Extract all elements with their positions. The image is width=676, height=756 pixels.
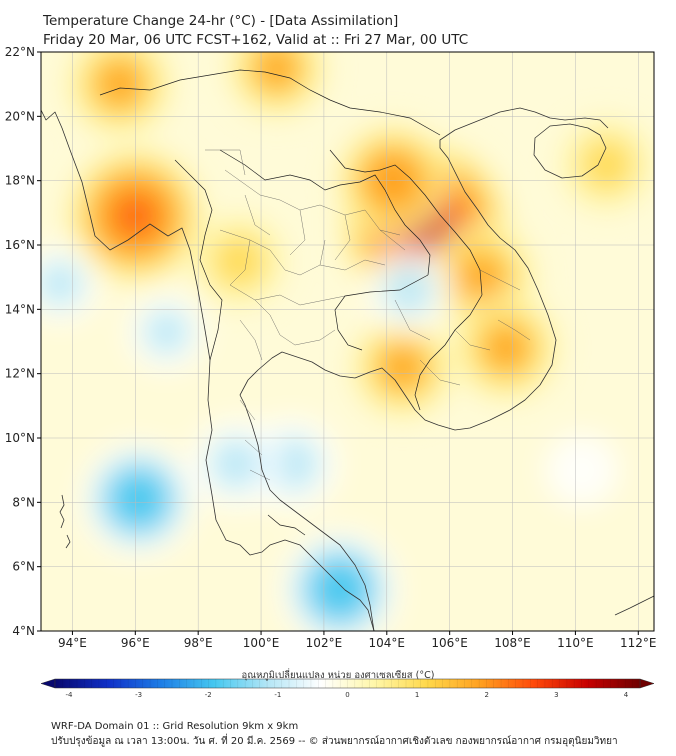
province-borders [205,149,531,481]
colorbar-label: อุณหภูมิเปลี่ยนแปลง หน่วย องศาเซลเซียส (… [241,670,435,681]
lon-label: 104°E [369,636,406,650]
axis-labels: 22°N 20°N 18°N 16°N 14°N 12°N 10°N 8°N 6°N 4°N 94°… [5,45,657,650]
field-andaman-sea-3 [119,480,158,519]
country-borders [99,69,483,536]
border-laos-vietnam [329,149,483,296]
lat-label: 22°N [5,45,35,59]
colorbar-tick-label: -2 [205,691,212,699]
colorbar-tick-label: 0 [345,691,349,699]
lat-label: 10°N [5,431,35,445]
title-line-1: Temperature Change 24-hr (°C) - [Data As… [43,13,399,29]
lon-label: 98°E [184,636,213,650]
province-lines [205,149,531,481]
coastline-borneo [614,595,654,616]
field-hainan-west-1 [579,136,635,193]
border-myanmar-thailand [174,159,223,361]
graticule [41,52,654,631]
field-southern-laos-2 [457,253,505,301]
coastline-andaman [59,494,65,529]
border-thailand-laos [219,149,431,276]
field-peninsula-west-1 [209,437,263,491]
lat-label: 18°N [5,174,35,188]
footer: WRF-DA Domain 01 :: Grid Resolution 9km … [51,719,618,749]
temperature-field [41,52,653,631]
field-cambodia-2 [380,345,425,390]
lon-label: 102°E [306,636,343,650]
field-myanmar-coast-1 [143,308,191,356]
field-bay-of-bengal-1 [41,260,84,307]
colorbar-tick-label: 1 [415,691,419,699]
colorbar-tick-label: -3 [135,691,142,699]
colorbar-bar [54,678,641,689]
lat-label: 6°N [12,560,35,574]
coastline-mainland [41,109,375,631]
lat-label: 20°N [5,109,35,123]
field-north-laos-border-2 [255,52,299,90]
chart-title: Temperature Change 24-hr (°C) - [Data As… [43,12,468,50]
field-tonle-sap-1 [383,264,435,316]
border-china [99,69,441,136]
border-thailand-malaysia [267,514,306,536]
lat-label: 12°N [5,367,35,381]
lon-label: 110°E [557,636,594,650]
colorbar-tick-label: -4 [66,691,74,699]
footer-line-1: WRF-DA Domain 01 :: Grid Resolution 9km … [51,721,299,732]
field-south-china-sea-0 [544,433,619,508]
lat-label: 4°N [12,624,35,638]
lon-label: 108°E [494,636,531,650]
lon-label: 100°E [243,636,280,650]
lat-label: 14°N [5,302,35,316]
colorbar-tick-label: 3 [554,691,558,699]
field-upper-myanmar-2 [96,61,143,107]
lon-label: 96°E [121,636,150,650]
colorbar-tick-label: -1 [274,691,281,699]
field-gulf-of-thailand-1 [264,436,321,492]
border-cambodia-vietnam [414,294,483,411]
title-line-2: Friday 20 Mar, 06 UTC FCST+162, Valid at… [43,32,469,48]
lat-label: 8°N [12,495,35,509]
lon-label: 112°E [620,636,657,650]
footer-line-2: ปรับปรุงข้อมูล ณ เวลา 13:00น. วัน ศ. ที่… [51,736,618,747]
border-thailand-cambodia [334,274,429,351]
lat-label: 16°N [5,238,35,252]
coastline-hainan [533,123,607,179]
field-central-highlands-2 [483,325,530,371]
coastlines [41,107,654,631]
lon-label: 106°E [431,636,468,650]
field-gulf-south-3 [320,569,360,609]
colorbar-tick-label: 2 [485,691,489,699]
field-western-thailand-1 [211,233,267,289]
colorbar-tick-label: 4 [624,691,629,699]
colorbar: -4 -3 -2 -1 0 1 2 3 4 [40,678,655,699]
coastline-island-2 [65,534,71,549]
map-frame [40,51,655,632]
coastline-gulf [239,107,609,631]
lon-label: 94°E [58,636,87,650]
